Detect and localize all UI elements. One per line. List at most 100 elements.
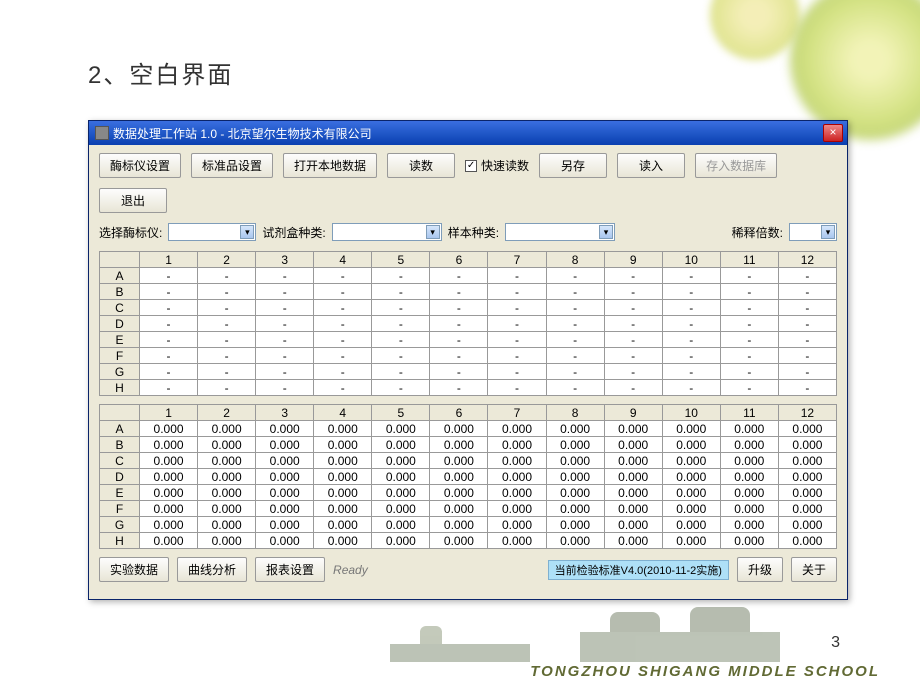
data-cell[interactable]: 0.000 [430,453,488,469]
data-cell[interactable]: 0.000 [604,453,662,469]
data-cell[interactable]: - [662,364,720,380]
data-cell[interactable]: 0.000 [198,469,256,485]
data-cell[interactable]: - [778,284,836,300]
data-cell[interactable]: 0.000 [372,437,430,453]
data-cell[interactable]: - [372,300,430,316]
data-cell[interactable]: 0.000 [256,533,314,549]
data-cell[interactable]: - [546,348,604,364]
data-cell[interactable]: 0.000 [488,533,546,549]
data-cell[interactable]: - [604,380,662,396]
data-cell[interactable]: - [488,284,546,300]
data-cell[interactable]: 0.000 [140,501,198,517]
data-cell[interactable]: - [372,332,430,348]
data-cell[interactable]: 0.000 [140,517,198,533]
data-cell[interactable]: 0.000 [778,453,836,469]
data-cell[interactable]: - [488,364,546,380]
data-cell[interactable]: 0.000 [778,533,836,549]
data-cell[interactable]: 0.000 [314,453,372,469]
data-cell[interactable]: 0.000 [778,485,836,501]
data-cell[interactable]: - [140,332,198,348]
data-cell[interactable]: - [256,332,314,348]
data-cell[interactable]: - [430,300,488,316]
data-cell[interactable]: 0.000 [430,501,488,517]
data-cell[interactable]: 0.000 [488,501,546,517]
data-cell[interactable]: - [720,268,778,284]
data-cell[interactable]: - [720,348,778,364]
data-cell[interactable]: 0.000 [314,485,372,501]
data-cell[interactable]: 0.000 [140,437,198,453]
data-cell[interactable]: - [720,284,778,300]
data-cell[interactable]: - [198,380,256,396]
data-cell[interactable]: 0.000 [256,485,314,501]
data-cell[interactable]: 0.000 [662,453,720,469]
data-cell[interactable]: 0.000 [256,469,314,485]
data-cell[interactable]: 0.000 [430,469,488,485]
data-cell[interactable]: 0.000 [488,469,546,485]
data-cell[interactable]: - [546,284,604,300]
data-cell[interactable]: 0.000 [720,469,778,485]
data-cell[interactable]: 0.000 [256,437,314,453]
data-cell[interactable]: 0.000 [604,533,662,549]
data-cell[interactable]: - [488,300,546,316]
data-cell[interactable]: 0.000 [314,437,372,453]
data-cell[interactable]: - [140,364,198,380]
data-cell[interactable]: - [488,268,546,284]
data-cell[interactable]: - [546,380,604,396]
data-cell[interactable]: - [372,268,430,284]
data-cell[interactable]: 0.000 [430,485,488,501]
data-cell[interactable]: - [256,348,314,364]
data-cell[interactable]: 0.000 [198,453,256,469]
data-cell[interactable]: - [256,268,314,284]
data-cell[interactable]: 0.000 [372,501,430,517]
data-cell[interactable]: - [662,380,720,396]
data-cell[interactable]: 0.000 [256,501,314,517]
data-cell[interactable]: - [430,284,488,300]
data-cell[interactable]: 0.000 [720,453,778,469]
data-cell[interactable]: 0.000 [430,437,488,453]
data-cell[interactable]: - [720,300,778,316]
data-cell[interactable]: - [314,380,372,396]
data-cell[interactable]: 0.000 [720,437,778,453]
data-cell[interactable]: - [314,332,372,348]
data-cell[interactable]: - [720,332,778,348]
data-cell[interactable]: 0.000 [662,501,720,517]
data-cell[interactable]: - [430,332,488,348]
load-button[interactable]: 读入 [617,153,685,178]
data-cell[interactable]: - [546,332,604,348]
select-enzyme-dropdown[interactable]: ▾ [168,223,256,241]
data-cell[interactable]: 0.000 [372,485,430,501]
data-cell[interactable]: - [372,380,430,396]
data-cell[interactable]: - [430,268,488,284]
data-cell[interactable]: - [604,348,662,364]
data-cell[interactable]: - [198,316,256,332]
curve-analysis-button[interactable]: 曲线分析 [177,557,247,582]
data-cell[interactable]: 0.000 [198,421,256,437]
save-as-button[interactable]: 另存 [539,153,607,178]
data-cell[interactable]: 0.000 [546,421,604,437]
data-cell[interactable]: 0.000 [604,517,662,533]
data-cell[interactable]: 0.000 [488,517,546,533]
data-cell[interactable]: - [662,332,720,348]
read-button[interactable]: 读数 [387,153,455,178]
data-cell[interactable]: 0.000 [546,469,604,485]
data-cell[interactable]: 0.000 [140,469,198,485]
data-cell[interactable]: - [430,348,488,364]
upgrade-button[interactable]: 升级 [737,557,783,582]
data-cell[interactable]: - [140,380,198,396]
data-cell[interactable]: - [488,380,546,396]
data-cell[interactable]: - [430,364,488,380]
data-cell[interactable]: 0.000 [662,517,720,533]
data-cell[interactable]: - [314,316,372,332]
data-cell[interactable]: - [314,348,372,364]
data-cell[interactable]: - [720,364,778,380]
data-cell[interactable]: 0.000 [430,533,488,549]
data-cell[interactable]: - [778,332,836,348]
dilution-dropdown[interactable]: ▾ [789,223,837,241]
data-cell[interactable]: - [256,380,314,396]
data-cell[interactable]: 0.000 [720,517,778,533]
data-cell[interactable]: - [256,316,314,332]
data-cell[interactable]: 0.000 [662,533,720,549]
data-cell[interactable]: 0.000 [778,421,836,437]
data-cell[interactable]: - [662,300,720,316]
data-cell[interactable]: - [604,332,662,348]
